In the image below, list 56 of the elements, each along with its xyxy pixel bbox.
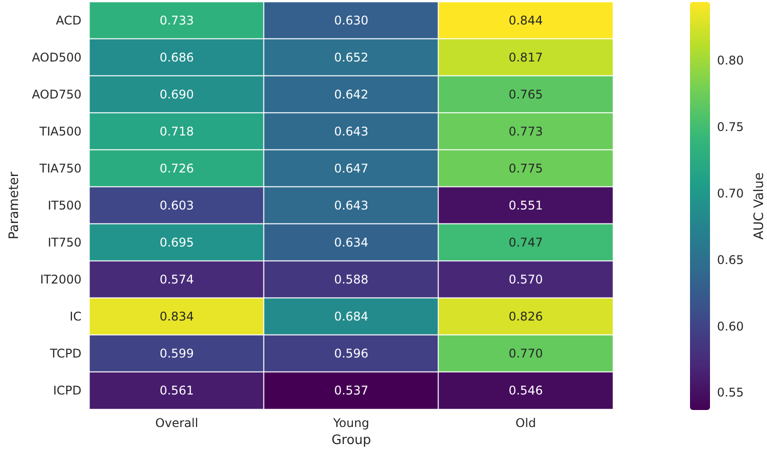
data-label: 0.574: [160, 272, 194, 287]
data-label: 0.834: [160, 310, 194, 324]
y-tick-label: TCPD: [49, 346, 82, 361]
x-axis-title: Group: [331, 433, 372, 448]
y-tick-label: ACD: [56, 14, 82, 28]
data-label: 0.775: [508, 162, 543, 176]
data-label: 0.684: [334, 310, 368, 324]
y-tick-label: IT2000: [40, 272, 82, 287]
color-bar-label: 0.60: [717, 319, 744, 334]
data-label: 0.643: [334, 198, 368, 213]
data-label: 0.765: [508, 88, 543, 102]
data-label: 0.652: [334, 50, 368, 65]
color-bar-label: 0.70: [717, 186, 744, 200]
data-label: 0.647: [334, 162, 368, 176]
data-label: 0.546: [508, 384, 543, 398]
color-bar-label: 0.75: [717, 120, 744, 134]
data-label: 0.551: [508, 198, 543, 213]
color-bar-label: 0.80: [717, 53, 744, 68]
color-bar-title: AUC Value: [752, 172, 767, 240]
data-label: 0.747: [508, 236, 543, 250]
y-tick-label: ICPD: [53, 384, 82, 398]
x-tick-label: Old: [516, 416, 536, 430]
data-label: 0.718: [160, 124, 194, 139]
data-label: 0.686: [160, 50, 194, 65]
y-tick-label: AOD750: [32, 88, 82, 102]
data-label: 0.695: [160, 236, 194, 250]
data-label: 0.770: [508, 346, 543, 361]
data-label: 0.634: [334, 236, 368, 250]
y-axis-title: Parameter: [7, 171, 22, 240]
data-label: 0.603: [160, 198, 194, 213]
data-label: 0.773: [508, 124, 543, 139]
data-label: 0.817: [508, 50, 543, 65]
y-tick-label: IT750: [48, 236, 82, 250]
data-label: 0.570: [508, 272, 543, 287]
data-label: 0.643: [334, 124, 368, 139]
data-label: 0.826: [508, 310, 543, 324]
y-tick-label: IT500: [48, 198, 82, 213]
data-label: 0.726: [160, 162, 194, 176]
data-label: 0.642: [334, 88, 368, 102]
data-label: 0.596: [334, 346, 368, 361]
color-bar-label: 0.55: [717, 386, 744, 400]
data-label: 0.537: [334, 384, 368, 398]
y-tick-label: IC: [70, 310, 82, 324]
data-label: 0.561: [160, 384, 194, 398]
data-label: 0.630: [334, 14, 368, 28]
data-label: 0.690: [160, 88, 194, 102]
y-tick-label: AOD500: [32, 50, 82, 65]
y-tick-label: TIA750: [38, 162, 82, 176]
data-label: 0.733: [160, 14, 194, 28]
x-tick-label: Young: [332, 416, 370, 430]
x-tick-label: Overall: [155, 416, 198, 430]
data-label: 0.588: [334, 272, 368, 287]
data-label: 0.599: [160, 346, 194, 361]
y-tick-label: TIA500: [38, 124, 82, 139]
data-label: 0.844: [508, 14, 543, 28]
color-bar-label: 0.65: [717, 252, 744, 267]
